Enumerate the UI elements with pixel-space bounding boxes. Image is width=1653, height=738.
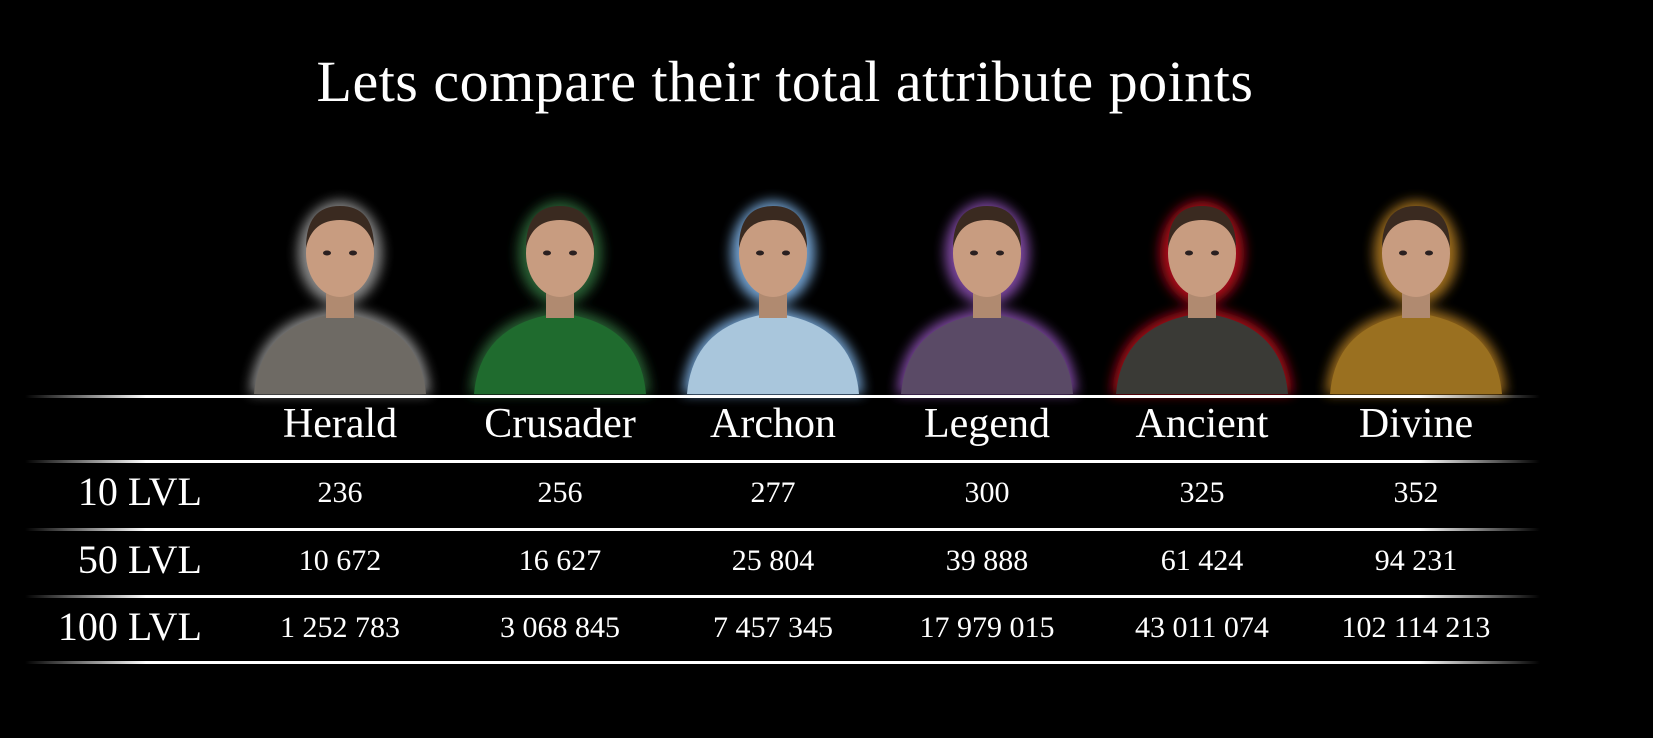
portrait-divine: [1316, 178, 1516, 394]
character-portrait-icon: [897, 201, 1077, 394]
table-cell: 325: [1179, 476, 1225, 509]
character-portrait-icon: [470, 201, 650, 394]
table-cell: 43 011 074: [1135, 611, 1269, 644]
portrait-legend: [887, 178, 1087, 394]
portrait-herald: [240, 178, 440, 394]
column-header-crusader: Crusader: [484, 401, 636, 447]
table-cell: 10 672: [298, 544, 382, 577]
row-label: 10 LVL: [77, 469, 202, 514]
divider: [25, 460, 1540, 463]
table-cell: 3 068 845: [500, 611, 620, 644]
divider: [25, 661, 1540, 664]
table-cell: 94 231: [1374, 544, 1458, 577]
character-portrait-icon: [1326, 201, 1506, 394]
column-header-divine: Divine: [1358, 401, 1474, 447]
table-cell: 7 457 345: [713, 611, 833, 644]
portrait-archon: [673, 178, 873, 394]
divider: [25, 395, 1540, 398]
table-cell: 352: [1393, 476, 1439, 509]
character-portrait-icon: [1112, 201, 1292, 394]
table-cell: 16 627: [518, 544, 602, 577]
divider: [25, 595, 1540, 598]
table-cell: 300: [964, 476, 1010, 509]
page-title: Lets compare their total attribute point…: [316, 49, 1254, 114]
portrait-crusader: [460, 178, 660, 394]
column-header-herald: Herald: [282, 401, 398, 447]
divider: [25, 528, 1540, 531]
table-cell: 236: [317, 476, 363, 509]
row-label: 50 LVL: [77, 537, 202, 582]
column-header-archon: Archon: [710, 401, 836, 447]
table-cell: 1 252 783: [280, 611, 400, 644]
character-portrait-icon: [250, 201, 430, 394]
table-cell: 39 888: [945, 544, 1029, 577]
table-cell: 102 114 213: [1341, 611, 1491, 644]
table-cell: 277: [750, 476, 796, 509]
table-cell: 25 804: [731, 544, 815, 577]
table-cell: 256: [537, 476, 583, 509]
column-header-legend: Legend: [924, 401, 1050, 447]
character-portrait-icon: [683, 201, 863, 394]
column-header-ancient: Ancient: [1135, 401, 1269, 447]
row-label: 100 LVL: [57, 604, 202, 649]
portrait-ancient: [1102, 178, 1302, 394]
table-cell: 61 424: [1160, 544, 1244, 577]
table-cell: 17 979 015: [919, 611, 1055, 644]
